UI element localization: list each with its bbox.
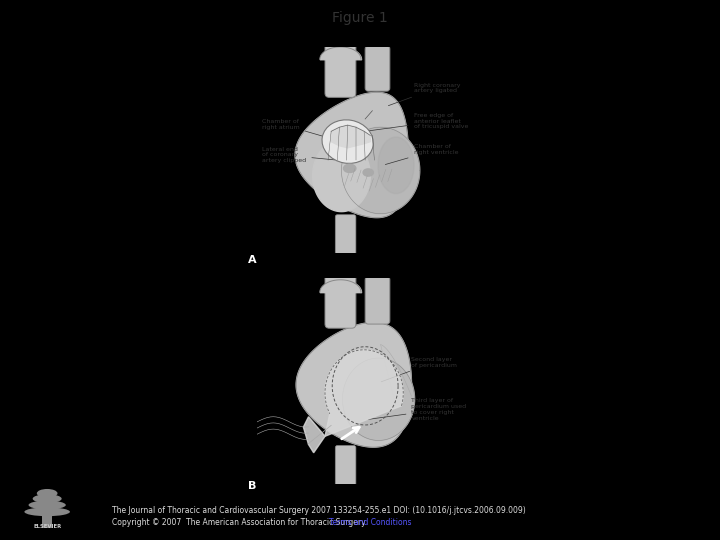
Text: Figure 1: Figure 1 xyxy=(332,11,388,25)
FancyBboxPatch shape xyxy=(365,46,390,91)
Text: Chamber of
right ventricle: Chamber of right ventricle xyxy=(385,145,458,165)
Ellipse shape xyxy=(378,137,414,194)
Text: ELSEVIER: ELSEVIER xyxy=(33,524,61,529)
Ellipse shape xyxy=(343,164,356,172)
Text: Right coronary
artery ligated: Right coronary artery ligated xyxy=(388,83,460,106)
Text: Lateral end
of coronary
artery clipped: Lateral end of coronary artery clipped xyxy=(262,147,335,163)
Ellipse shape xyxy=(29,501,66,509)
FancyBboxPatch shape xyxy=(336,215,356,255)
Ellipse shape xyxy=(322,120,373,164)
Text: Second layer
of pericardium: Second layer of pericardium xyxy=(381,357,457,382)
Text: Free edge of
anterior leaflet
of tricuspid valve: Free edge of anterior leaflet of tricusp… xyxy=(368,113,468,131)
Polygon shape xyxy=(295,92,408,218)
Text: Terms and Conditions: Terms and Conditions xyxy=(329,518,412,527)
Text: Chamber of
right atrium: Chamber of right atrium xyxy=(262,119,339,141)
Ellipse shape xyxy=(24,508,70,516)
Polygon shape xyxy=(341,127,420,214)
Text: B: B xyxy=(248,481,256,491)
Polygon shape xyxy=(343,358,415,441)
Text: The Journal of Thoracic and Cardiovascular Surgery 2007 133254-255.e1 DOI: (10.1: The Journal of Thoracic and Cardiovascul… xyxy=(112,507,526,515)
Text: Copyright © 2007  The American Association for Thoracic Surgery: Copyright © 2007 The American Associatio… xyxy=(112,518,368,527)
Polygon shape xyxy=(296,322,412,447)
Polygon shape xyxy=(303,350,403,453)
Ellipse shape xyxy=(37,489,58,498)
Text: A: A xyxy=(248,254,256,265)
Polygon shape xyxy=(331,125,370,148)
Polygon shape xyxy=(312,139,370,212)
FancyBboxPatch shape xyxy=(336,446,356,485)
Ellipse shape xyxy=(363,169,374,176)
FancyBboxPatch shape xyxy=(325,271,356,328)
Ellipse shape xyxy=(32,494,62,503)
FancyBboxPatch shape xyxy=(365,276,390,324)
FancyBboxPatch shape xyxy=(325,38,356,97)
Text: Third layer of
pericardium used
to cover right
ventricle: Third layer of pericardium used to cover… xyxy=(368,399,467,421)
Bar xyxy=(42,511,52,528)
